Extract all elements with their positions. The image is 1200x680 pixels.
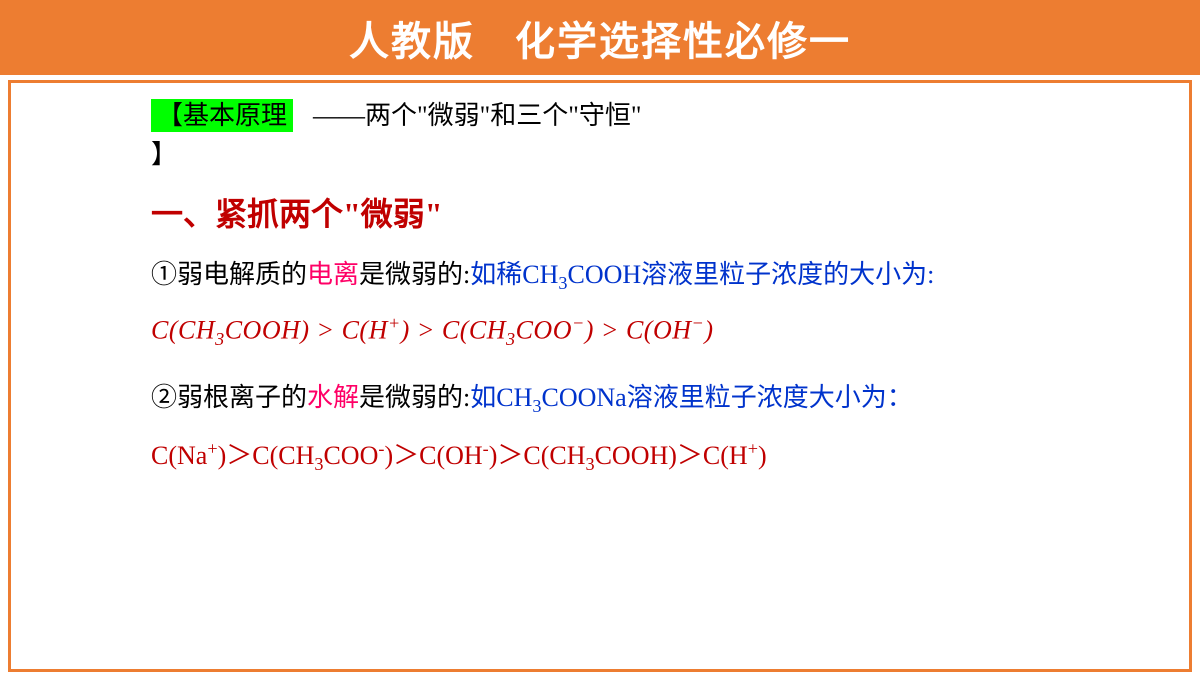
p1-example: 如稀CH3COOH溶液里粒子浓度的大小为: [470, 260, 934, 289]
p1-mid: 是微弱的: [359, 260, 470, 289]
point-1: ①弱电解质的电离是微弱的:如稀CH3COOH溶液里粒子浓度的大小为: [151, 255, 1149, 297]
p2-keyword: 水解 [307, 383, 359, 412]
header-bar: 人教版化学选择性必修一 [0, 0, 1200, 75]
principle-badge: 【基本原理 [151, 99, 293, 132]
point-2: ②弱根离子的水解是微弱的:如CH3COONa溶液里粒子浓度大小为： [151, 378, 1149, 420]
principle-bracket-close: 】 [151, 134, 293, 171]
section-title-1: 一、紧抓两个"微弱" [151, 189, 1149, 235]
p2-pre: ②弱根离子的 [151, 383, 307, 412]
formula-2: C(Na+)＞C(CH3COO-)＞C(OH-)＞C(CH3COOH)＞C(H+… [151, 435, 1149, 475]
p1-pre: ①弱电解质的 [151, 260, 307, 289]
p1-keyword: 电离 [307, 260, 359, 289]
content-frame: 【基本原理 】 ——两个"微弱"和三个"守恒" 一、紧抓两个"微弱" ①弱电解质… [8, 80, 1192, 672]
header-right: 化学选择性必修一 [515, 19, 851, 64]
p2-mid: 是微弱的: [359, 383, 470, 412]
principle-row: 【基本原理 】 ——两个"微弱"和三个"守恒" [151, 95, 1149, 171]
header-left: 人教版 [349, 19, 475, 64]
formula-1: C(CH3COOH) > C(H+) > C(CH3COO−) > C(OH−) [151, 313, 1149, 350]
p2-example: 如CH3COONa溶液里粒子浓度大小为： [470, 383, 912, 412]
header-title: 人教版化学选择性必修一 [349, 9, 851, 67]
principle-subtitle: ——两个"微弱"和三个"守恒" [313, 95, 641, 132]
